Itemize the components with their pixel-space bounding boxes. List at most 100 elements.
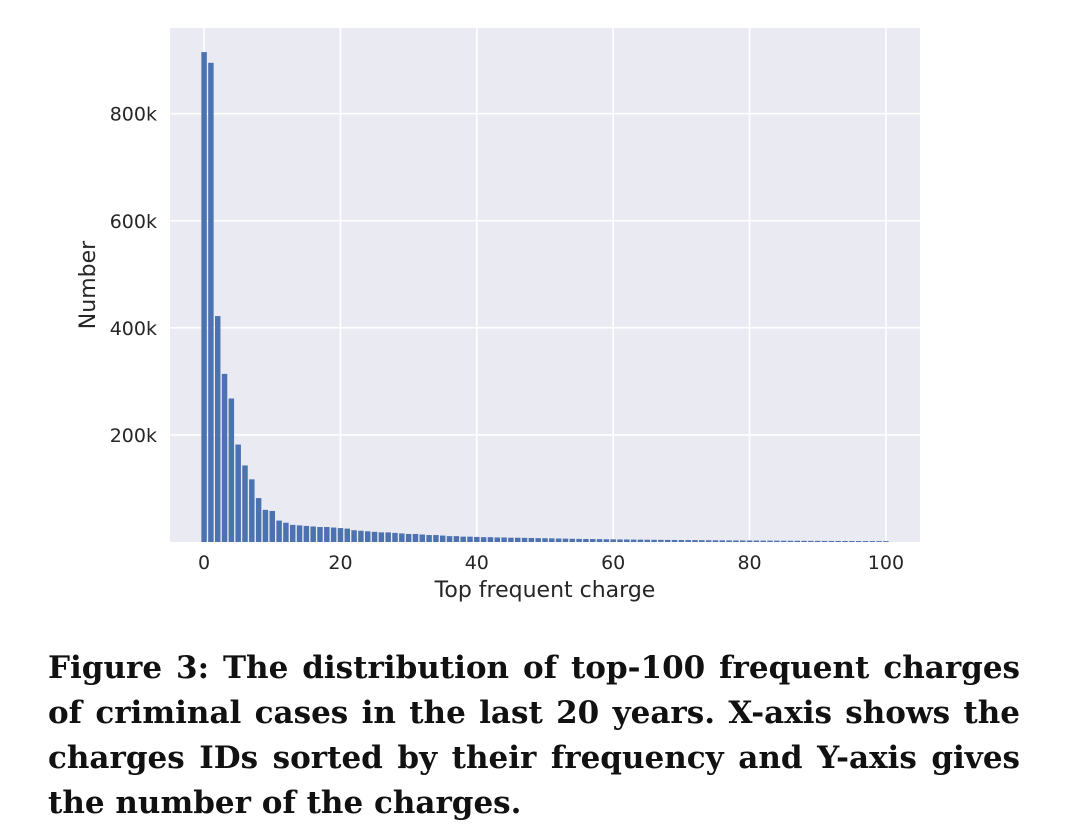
bar	[740, 540, 746, 542]
bar	[208, 62, 214, 542]
bar	[494, 537, 500, 542]
bar	[378, 532, 385, 542]
bar	[330, 527, 337, 542]
bar	[753, 540, 760, 542]
bar	[296, 525, 303, 542]
x-tick-labels: 0 20 40 60 80 100	[198, 552, 904, 574]
bar	[303, 525, 310, 542]
bar	[801, 540, 807, 542]
bar	[317, 527, 323, 542]
bar	[521, 537, 528, 542]
bar	[426, 535, 432, 542]
bar	[780, 540, 787, 542]
bar	[787, 540, 794, 542]
bar	[501, 537, 507, 542]
bar	[549, 538, 555, 542]
bar	[221, 373, 228, 542]
bar	[883, 541, 889, 542]
bar	[440, 535, 446, 542]
x-axis-label: Top frequent charge	[434, 578, 656, 603]
x-tick-label: 60	[601, 552, 625, 574]
bar	[692, 540, 698, 542]
bar	[576, 538, 582, 542]
y-axis-label: Number	[76, 240, 101, 329]
bar	[617, 539, 623, 542]
bar	[460, 536, 466, 542]
bar	[371, 531, 378, 542]
bar	[412, 533, 419, 542]
bar	[849, 541, 855, 542]
bar	[855, 541, 862, 542]
bar	[637, 539, 644, 542]
bar	[767, 540, 773, 542]
bar	[644, 539, 650, 542]
bar	[719, 540, 725, 542]
bar	[712, 540, 719, 542]
bar	[685, 540, 691, 542]
bar	[419, 534, 425, 542]
bar	[283, 522, 289, 542]
bar	[262, 509, 269, 542]
bar	[733, 540, 739, 542]
bar	[862, 541, 869, 542]
bar	[310, 526, 316, 542]
bar	[876, 541, 882, 542]
bar	[358, 530, 364, 542]
bar	[324, 527, 330, 542]
bar	[344, 528, 350, 542]
bar	[569, 538, 575, 542]
bar	[446, 536, 453, 542]
figure-caption: Figure 3: The distribution of top-100 fr…	[48, 650, 1020, 821]
bar	[596, 539, 603, 542]
bar	[842, 540, 848, 542]
bar	[555, 538, 562, 542]
bar	[235, 444, 241, 542]
x-tick-label: 40	[465, 552, 489, 574]
bar	[624, 539, 630, 542]
bar	[433, 535, 439, 542]
bar	[249, 479, 255, 542]
bar	[528, 537, 535, 542]
bar	[542, 538, 548, 542]
bar	[365, 531, 371, 542]
x-tick-label: 20	[328, 552, 352, 574]
y-tick-label: 800k	[110, 104, 157, 126]
bar	[269, 510, 275, 542]
bar	[201, 52, 207, 542]
y-tick-label: 200k	[110, 425, 157, 447]
bar	[290, 524, 296, 542]
bar	[590, 539, 596, 542]
bar	[515, 537, 521, 542]
bar	[467, 536, 473, 542]
bar	[392, 532, 398, 542]
bar	[215, 316, 221, 542]
bar	[774, 540, 780, 542]
y-tick-label: 400k	[110, 318, 157, 340]
bar	[351, 530, 357, 542]
x-tick-label: 0	[198, 552, 210, 574]
bar	[815, 540, 821, 542]
bar	[678, 540, 685, 542]
bar	[276, 520, 282, 542]
y-tick-labels: 200k 400k 600k 800k	[110, 104, 157, 447]
bar	[474, 536, 480, 542]
bar	[562, 538, 569, 542]
bar	[808, 540, 814, 542]
bar	[630, 539, 637, 542]
bar	[835, 540, 841, 542]
x-tick-label: 100	[868, 552, 904, 574]
bar	[453, 536, 460, 542]
bar	[828, 540, 835, 542]
bar	[583, 539, 589, 542]
bar	[255, 498, 262, 542]
bar	[821, 540, 828, 542]
bar	[399, 533, 405, 542]
bar	[337, 528, 344, 542]
bar	[760, 540, 766, 542]
bar	[726, 540, 732, 542]
bar	[746, 540, 753, 542]
y-tick-label: 600k	[110, 211, 157, 233]
bar	[699, 540, 705, 542]
bar	[869, 541, 875, 542]
bar	[651, 539, 657, 542]
